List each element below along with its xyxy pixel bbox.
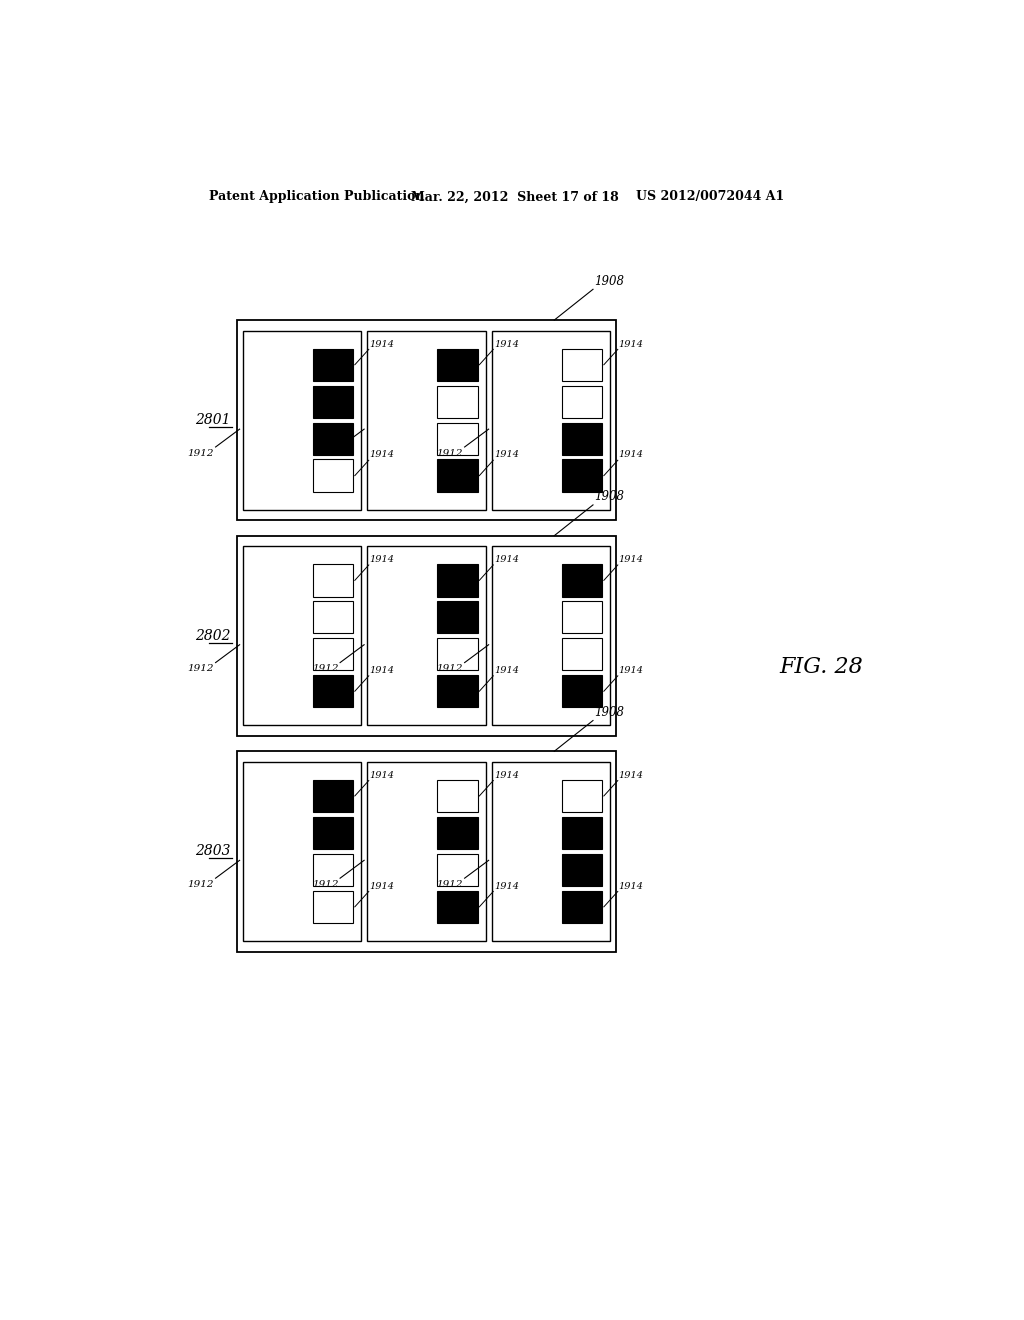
Bar (437, 348, 478, 381)
Bar (437, 422, 478, 455)
Text: Patent Application Publication: Patent Application Publication (209, 190, 425, 203)
Text: 2802: 2802 (195, 628, 230, 643)
Bar (237, 751, 616, 952)
Text: 1914: 1914 (370, 882, 394, 891)
Bar (313, 817, 353, 849)
Text: 1912: 1912 (436, 664, 463, 673)
Text: 1914: 1914 (370, 339, 394, 348)
Bar (562, 348, 602, 381)
Text: 1912: 1912 (436, 879, 463, 888)
Bar (562, 675, 602, 708)
Bar (437, 601, 478, 634)
Bar (243, 546, 361, 725)
Bar (313, 348, 353, 381)
Text: 1914: 1914 (494, 556, 519, 564)
Bar (313, 564, 353, 597)
Bar (313, 891, 353, 923)
Bar (368, 546, 485, 725)
Text: 1914: 1914 (370, 450, 394, 459)
Bar (562, 817, 602, 849)
Bar (562, 459, 602, 492)
Text: 1914: 1914 (370, 556, 394, 564)
Bar (437, 780, 478, 812)
Bar (313, 385, 353, 418)
Text: 1914: 1914 (494, 450, 519, 459)
Bar (492, 546, 610, 725)
Bar (313, 422, 353, 455)
Text: 1914: 1914 (494, 339, 519, 348)
Bar (437, 564, 478, 597)
Text: 1914: 1914 (494, 771, 519, 780)
Bar (313, 780, 353, 812)
Text: 1914: 1914 (370, 667, 394, 675)
Bar (437, 385, 478, 418)
Bar (562, 891, 602, 923)
Bar (562, 780, 602, 812)
Bar (562, 601, 602, 634)
Text: 2801: 2801 (195, 413, 230, 428)
Bar (437, 854, 478, 886)
Text: 1912: 1912 (187, 879, 214, 888)
Bar (437, 891, 478, 923)
Text: 1908: 1908 (595, 706, 625, 719)
Text: 1912: 1912 (187, 664, 214, 673)
Text: 1908: 1908 (595, 275, 625, 288)
Bar (562, 385, 602, 418)
Bar (368, 762, 485, 941)
Bar (437, 459, 478, 492)
Bar (492, 762, 610, 941)
Text: 1914: 1914 (618, 450, 643, 459)
Bar (437, 675, 478, 708)
Bar (437, 817, 478, 849)
Text: 1912: 1912 (187, 449, 214, 458)
Bar (237, 536, 616, 737)
Text: 1912: 1912 (312, 449, 339, 458)
Bar (368, 331, 485, 510)
Bar (562, 422, 602, 455)
Text: 1914: 1914 (370, 771, 394, 780)
Text: 1914: 1914 (618, 667, 643, 675)
Text: 1914: 1914 (494, 667, 519, 675)
Bar (237, 321, 616, 520)
Bar (437, 638, 478, 671)
Bar (313, 854, 353, 886)
Text: Mar. 22, 2012  Sheet 17 of 18: Mar. 22, 2012 Sheet 17 of 18 (411, 190, 618, 203)
Text: 1914: 1914 (618, 771, 643, 780)
Bar (562, 564, 602, 597)
Bar (313, 675, 353, 708)
Text: FIG. 28: FIG. 28 (779, 656, 863, 677)
Bar (313, 601, 353, 634)
Bar (562, 854, 602, 886)
Bar (492, 331, 610, 510)
Text: US 2012/0072044 A1: US 2012/0072044 A1 (636, 190, 784, 203)
Text: 1914: 1914 (494, 882, 519, 891)
Text: 2803: 2803 (195, 845, 230, 858)
Bar (243, 762, 361, 941)
Text: 1912: 1912 (436, 449, 463, 458)
Bar (243, 331, 361, 510)
Text: 1908: 1908 (595, 490, 625, 503)
Text: 1912: 1912 (312, 879, 339, 888)
Text: 1914: 1914 (618, 882, 643, 891)
Text: 1914: 1914 (618, 556, 643, 564)
Bar (313, 638, 353, 671)
Bar (562, 638, 602, 671)
Text: 1914: 1914 (618, 339, 643, 348)
Text: 1912: 1912 (312, 664, 339, 673)
Bar (313, 459, 353, 492)
